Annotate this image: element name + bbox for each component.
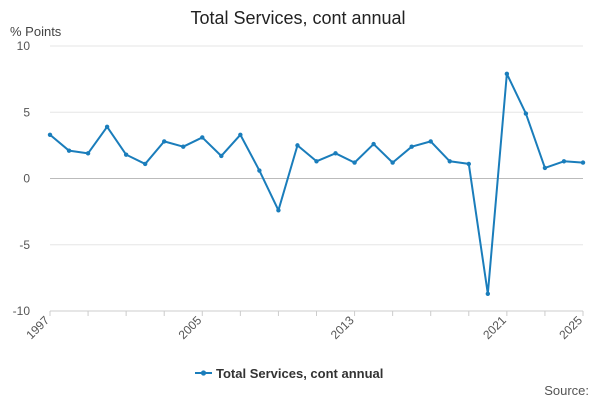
data-point[interactable] [219, 153, 224, 159]
gridlines [50, 45, 583, 312]
data-point[interactable] [371, 141, 376, 147]
data-point[interactable] [162, 139, 167, 144]
data-point[interactable] [142, 161, 148, 167]
data-point[interactable] [295, 143, 300, 148]
data-point[interactable] [409, 144, 414, 149]
data-point[interactable] [523, 111, 529, 116]
y-tick-label: 10 [17, 39, 31, 53]
y-tick-label: 0 [23, 172, 30, 186]
data-point[interactable] [123, 152, 129, 157]
data-point[interactable] [47, 132, 53, 137]
y-axis-label: % Points [10, 24, 62, 39]
data-point[interactable] [85, 151, 91, 156]
y-tick-label: -5 [19, 238, 30, 252]
data-point[interactable] [504, 71, 510, 77]
data-point[interactable] [314, 159, 319, 164]
data-point[interactable] [580, 160, 586, 165]
data-point[interactable] [390, 160, 395, 165]
source-label: Source: [544, 383, 589, 398]
series-layer [47, 71, 586, 296]
chart-title: Total Services, cont annual [190, 8, 405, 28]
data-point[interactable] [466, 161, 471, 167]
x-tick-label: 2021 [480, 313, 509, 342]
x-tick-label: 2025 [556, 313, 585, 342]
data-point[interactable] [200, 135, 205, 140]
data-point[interactable] [542, 165, 548, 171]
data-point[interactable] [238, 132, 243, 137]
series-line [49, 72, 584, 295]
data-point[interactable] [352, 160, 357, 165]
legend-marker [200, 370, 207, 376]
x-tick-label: 2013 [328, 313, 357, 342]
data-point[interactable] [276, 208, 281, 213]
data-point[interactable] [181, 144, 186, 149]
data-point[interactable] [561, 159, 567, 164]
legend-label: Total Services, cont annual [216, 366, 383, 381]
legend[interactable]: Total Services, cont annual [195, 366, 383, 381]
data-point[interactable] [104, 124, 110, 130]
data-point[interactable] [66, 148, 72, 153]
data-point[interactable] [485, 291, 491, 296]
x-tick-label: 2005 [176, 313, 205, 342]
data-point[interactable] [333, 151, 338, 156]
data-point[interactable] [428, 139, 433, 144]
data-point[interactable] [447, 159, 452, 164]
y-tick-label: -10 [13, 304, 31, 318]
y-tick-label: 5 [23, 105, 30, 119]
data-point[interactable] [257, 168, 262, 173]
